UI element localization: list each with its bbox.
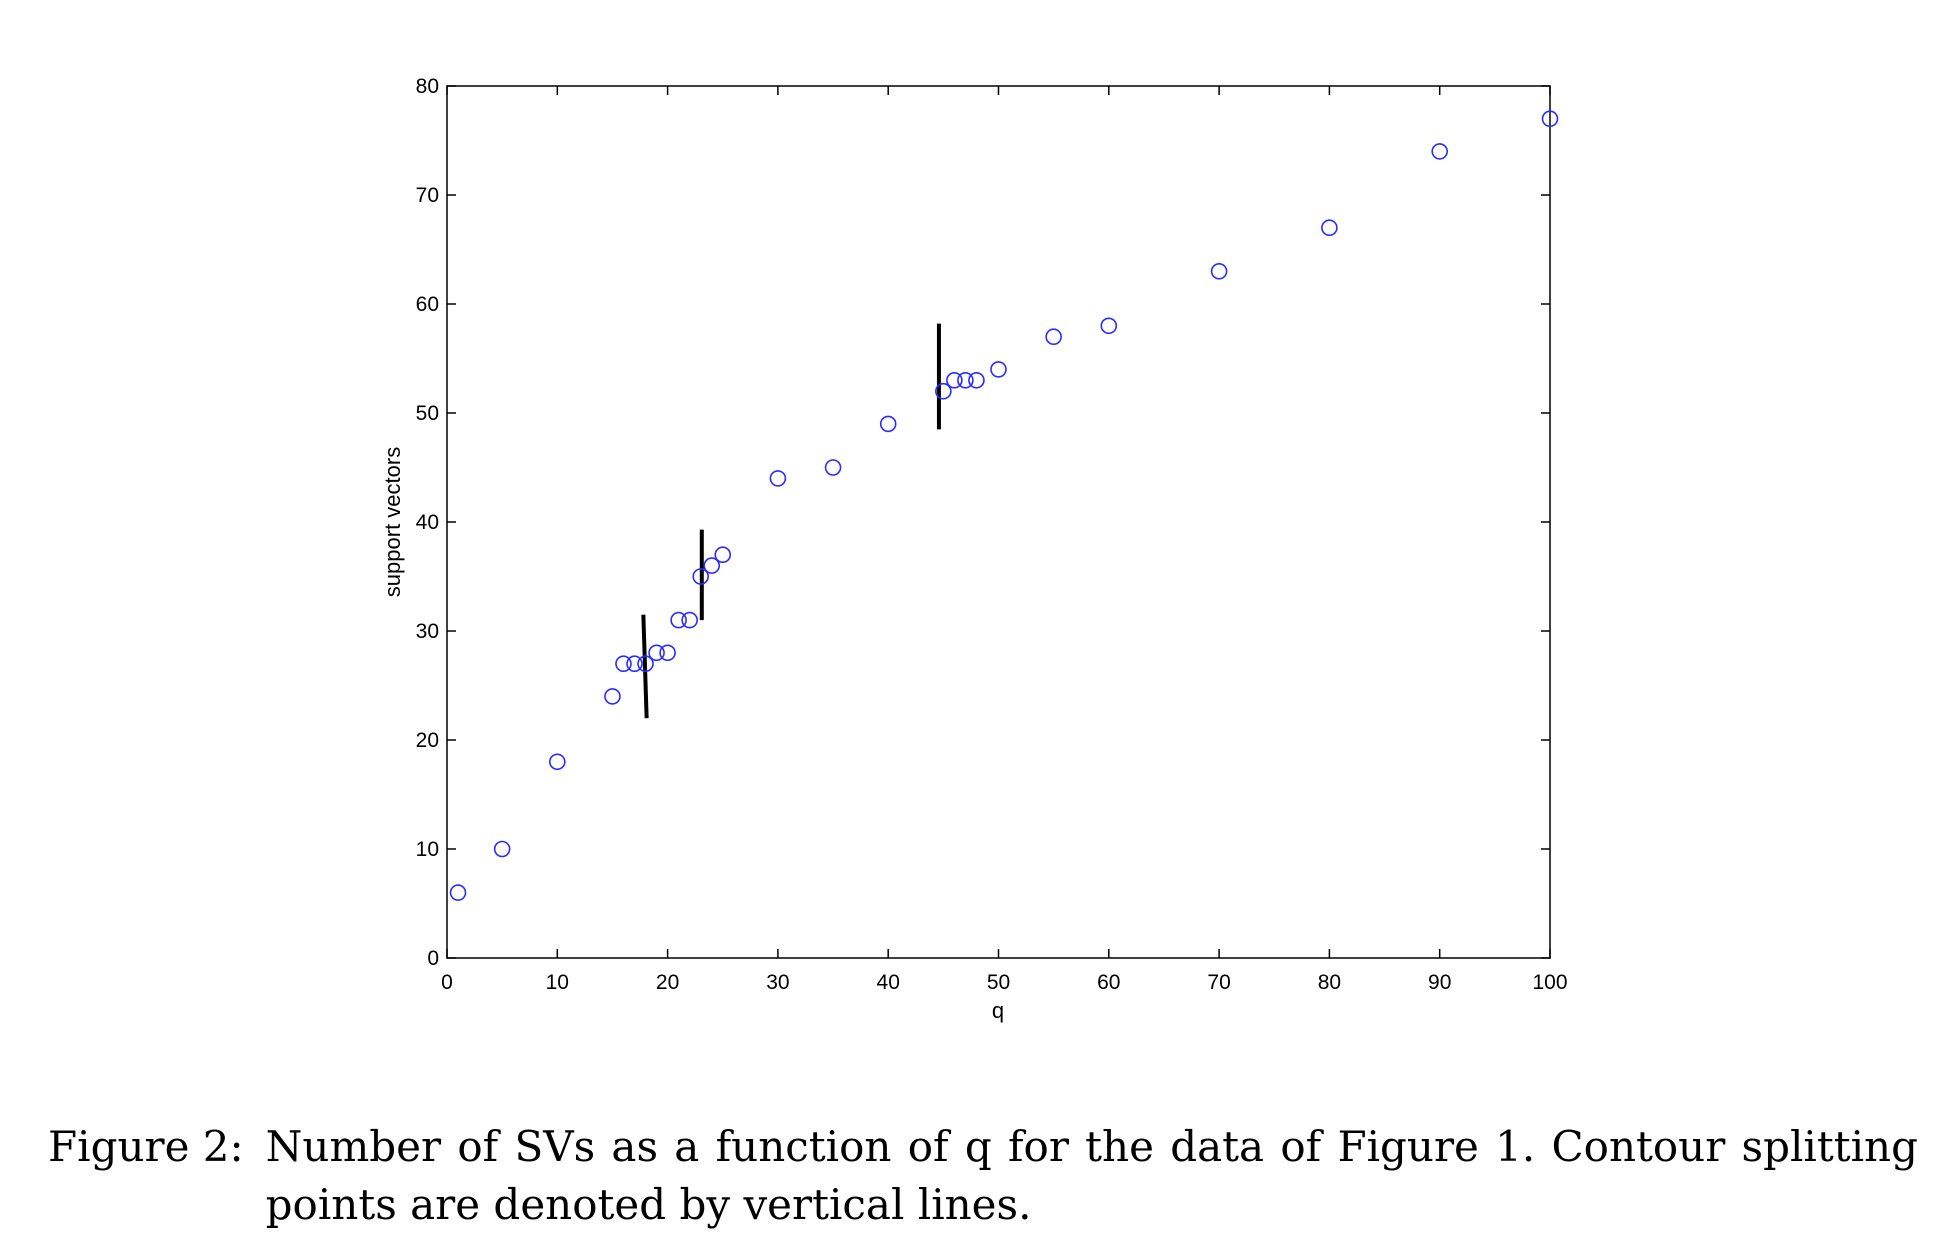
data-point-7 xyxy=(648,644,665,662)
x-tick-label-9: 90 xyxy=(1428,971,1451,994)
x-tick-label-2: 20 xyxy=(656,971,679,994)
x-axis-label: q xyxy=(992,998,1004,1023)
split-lines xyxy=(641,323,941,719)
y-tick-label-0: 0 xyxy=(427,947,439,970)
tick-labels: 0 10 20 30 40 50 60 70 80 90 100 0 10 20 30 40 50 60 70 80 xyxy=(416,75,1568,994)
x-tick-label-3: 30 xyxy=(766,971,789,994)
data-point-17 xyxy=(935,382,952,400)
axis-ticks xyxy=(446,85,1551,959)
data-point-26 xyxy=(1431,143,1448,160)
data-point-24 xyxy=(1210,262,1228,280)
data-point-4 xyxy=(615,655,632,673)
y-tick-label-6: 60 xyxy=(416,293,439,316)
data-point-12 xyxy=(703,557,721,574)
x-tick-label-1: 10 xyxy=(546,971,569,994)
y-tick-label-4: 40 xyxy=(416,511,439,534)
data-point-22 xyxy=(1045,328,1062,346)
data-points xyxy=(449,110,1559,901)
data-point-10 xyxy=(681,611,698,629)
x-tick-label-0: 0 xyxy=(441,971,453,994)
data-point-15 xyxy=(824,459,842,476)
data-point-14 xyxy=(769,470,787,487)
data-point-21 xyxy=(990,361,1007,378)
data-point-25 xyxy=(1321,219,1338,236)
data-point-19 xyxy=(957,371,974,389)
x-tick-label-6: 60 xyxy=(1097,971,1120,994)
data-point-8 xyxy=(659,644,676,662)
y-tick-label-8: 80 xyxy=(416,75,439,98)
y-axis-label: support vectors xyxy=(380,447,405,597)
data-point-3 xyxy=(604,688,621,705)
x-tick-label-4: 40 xyxy=(877,971,900,994)
caption-label: Figure 2: xyxy=(48,1122,244,1171)
data-point-2 xyxy=(548,753,566,771)
x-tick-label-8: 80 xyxy=(1318,971,1341,994)
y-tick-label-2: 20 xyxy=(416,729,439,752)
scatter-chart: 0 10 20 30 40 50 60 70 80 90 10001020304050607080 … xyxy=(380,75,1568,1023)
data-point-23 xyxy=(1100,317,1118,335)
data-point-5 xyxy=(626,655,643,673)
figure-caption: Figure 2: Number of SVs as a function of… xyxy=(48,1118,1918,1234)
data-point-6 xyxy=(637,655,654,673)
caption-text: Number of SVs as a function of q for the… xyxy=(265,1122,1918,1229)
y-tick-label-7: 70 xyxy=(416,184,439,207)
y-tick-label-3: 30 xyxy=(416,620,439,643)
split-line-0 xyxy=(641,614,649,719)
data-point-1 xyxy=(493,840,511,858)
data-point-20 xyxy=(968,371,985,389)
x-tick-label-5: 50 xyxy=(987,971,1010,994)
data-point-13 xyxy=(714,546,732,564)
data-point-11 xyxy=(692,568,709,585)
data-point-27 xyxy=(1541,110,1559,127)
x-tick-label-7: 70 xyxy=(1207,971,1230,994)
data-point-0 xyxy=(449,884,467,901)
plot-frame xyxy=(446,85,1551,959)
data-point-16 xyxy=(879,415,897,433)
data-point-9 xyxy=(670,611,687,629)
y-tick-label-5: 50 xyxy=(416,402,439,425)
data-point-18 xyxy=(946,371,963,389)
x-tick-label-10: 100 xyxy=(1532,971,1567,994)
y-tick-label-1: 10 xyxy=(416,838,439,861)
